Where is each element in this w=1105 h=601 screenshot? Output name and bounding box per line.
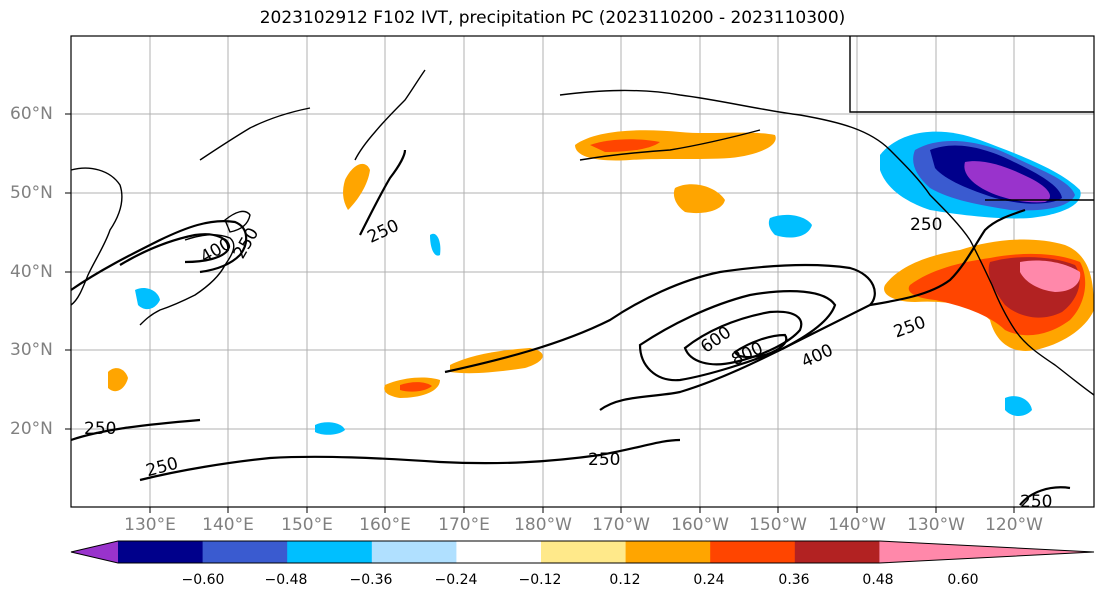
colorbar-segment [794, 541, 880, 563]
positive-anomaly-east-of-japan-core [400, 382, 432, 392]
lat-label-50n: 50°N [10, 183, 53, 203]
lon-label-170e: 170°E [438, 515, 490, 535]
coast-sea-of-okhotsk [199, 107, 311, 161]
contour-250-southeast [1019, 486, 1071, 506]
colorbar-tick-label: 0.24 [693, 572, 725, 588]
lat-label-60n: 60°N [10, 104, 53, 124]
coastlines [70, 36, 1095, 396]
positive-anomaly-kamchatka [343, 163, 370, 210]
positive-anomaly-core-3 [1020, 260, 1081, 292]
precip-pc-fills [108, 130, 1094, 435]
contour-600 [683, 310, 803, 366]
lat-label-20n: 20°N [10, 419, 53, 439]
coast-asia [70, 167, 123, 306]
contour-250-tropics-west [70, 418, 201, 442]
negative-anomaly-hawaii-east [1005, 396, 1032, 416]
contour-250-ridge [869, 208, 1026, 307]
colorbar-outline [70, 540, 1095, 564]
contour-800 [733, 333, 788, 359]
lon-label-140e: 140°E [202, 515, 254, 535]
border-canada-us [849, 36, 1094, 113]
contour-label: 250 [910, 215, 942, 235]
positive-anomaly-gulf [673, 184, 725, 214]
colorbar-segment [456, 541, 542, 563]
negative-anomaly-north-pacific-2 [430, 233, 441, 256]
positive-anomaly-philippine-sea [108, 368, 128, 392]
colorbar-segment [202, 541, 288, 563]
lon-label-150e: 150°E [281, 515, 333, 535]
colorbar-tick-label: −0.12 [518, 572, 562, 588]
colorbar-segment [625, 541, 711, 563]
colorbar-tick-label: 0.12 [609, 572, 641, 588]
colorbar-tick-label: −0.48 [264, 572, 308, 588]
contour-label: 250 [84, 419, 116, 439]
colorbar [70, 540, 1095, 564]
colorbar-tick-label: 0.36 [778, 572, 810, 588]
contour-250-japan [70, 220, 248, 291]
coast-north-america [969, 239, 1095, 396]
contour-label: 250 [588, 450, 620, 470]
axis-ticks [65, 113, 1015, 513]
colorbar-segment [710, 541, 796, 563]
lon-label-160e: 160°E [359, 515, 411, 535]
lon-label-130w: 130°W [907, 515, 965, 535]
lon-label-140w: 140°W [828, 515, 886, 535]
lon-label-150w: 150°W [749, 515, 807, 535]
colorbar-tick-label: −0.36 [349, 572, 393, 588]
ivt-contours [70, 149, 1071, 506]
colorbar-segment [541, 541, 627, 563]
coast-japan [139, 233, 235, 326]
contour-400 [638, 290, 837, 382]
coast-alaska [559, 89, 971, 241]
colorbar-tick-label: −0.24 [434, 572, 478, 588]
lon-label-120w: 120°W [985, 515, 1043, 535]
contour-400-japan [119, 233, 230, 266]
negative-anomaly-core-3 [964, 161, 1050, 203]
contour-250-kamchatka [359, 149, 407, 236]
lon-label-170w: 170°W [592, 515, 650, 535]
contour-250-main [444, 263, 876, 411]
lat-label-40n: 40°N [10, 262, 53, 282]
negative-anomaly-north-pacific [768, 214, 812, 238]
lat-label-30n: 30°N [10, 340, 53, 360]
negative-anomaly-west-pacific [315, 422, 345, 435]
colorbar-extend-max [879, 541, 1094, 563]
colorbar-extend-min [71, 541, 118, 563]
negative-anomaly-sea-of-japan [135, 288, 160, 310]
lon-label-180w: 180°W [514, 515, 572, 535]
contour-label: 250 [1020, 492, 1052, 512]
colorbar-segment [287, 541, 373, 563]
positive-anomaly-aleutians-core [590, 139, 660, 152]
contour-250-tropics [139, 438, 681, 482]
colorbar-tick-label: 0.48 [862, 572, 894, 588]
graticule [71, 36, 1094, 507]
colorbar-segment [371, 541, 457, 563]
colorbar-tick-label: −0.60 [181, 572, 225, 588]
coast-hokkaido [224, 210, 251, 233]
map-title: 2023102912 F102 IVT, precipitation PC (2… [259, 8, 846, 28]
lon-label-130e: 130°E [124, 515, 176, 535]
coast-aleutians [579, 129, 761, 161]
lon-label-160w: 160°W [671, 515, 729, 535]
coast-kamchatka [354, 69, 426, 161]
colorbar-tick-label: 0.60 [947, 572, 979, 588]
positive-anomaly-aleutians [575, 130, 776, 161]
colorbar-segment [118, 541, 204, 563]
